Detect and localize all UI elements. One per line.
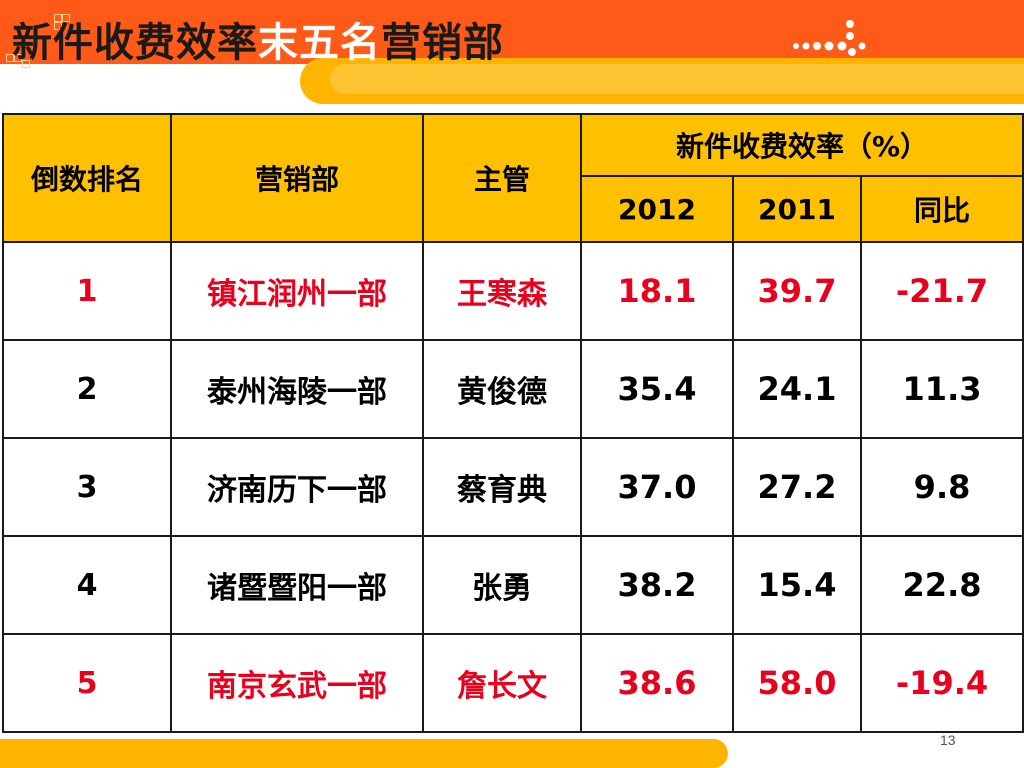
cell-manager: 张勇	[422, 535, 582, 635]
page-title: 新件收费效率末五名营销部	[12, 18, 504, 68]
decorative-squares	[6, 14, 70, 68]
cell-2012: 35.4	[580, 339, 734, 439]
table-row: 3 济南历下一部 蔡育典 37.0 27.2 9.8	[2, 437, 1024, 537]
cell-yoy: 11.3	[859, 339, 1024, 439]
cell-rank: 4	[2, 535, 172, 635]
ranking-table: 倒数排名 营销部 主管 新件收费效率（%） 2012 2011 同比 1 镇江润…	[2, 113, 1024, 733]
header-rank: 倒数排名	[2, 113, 172, 243]
cell-dept: 诸暨暨阳一部	[170, 535, 424, 635]
cell-dept: 镇江润州一部	[170, 241, 424, 341]
cell-dept: 济南历下一部	[170, 437, 424, 537]
cell-dept: 南京玄武一部	[170, 633, 424, 733]
cell-2011: 39.7	[732, 241, 862, 341]
cell-2011: 27.2	[732, 437, 862, 537]
table-row: 4 诸暨暨阳一部 张勇 38.2 15.4 22.8	[2, 535, 1024, 635]
cell-2012: 18.1	[580, 241, 734, 341]
page-number: 13	[940, 732, 956, 748]
cell-2012: 37.0	[580, 437, 734, 537]
cell-yoy: -19.4	[859, 633, 1024, 733]
page-title-highlight: 末五名	[258, 20, 381, 66]
cell-dept: 泰州海陵一部	[170, 339, 424, 439]
cell-2012: 38.2	[580, 535, 734, 635]
header-manager: 主管	[422, 113, 582, 243]
header-2012: 2012	[580, 175, 734, 243]
cell-2012: 38.6	[580, 633, 734, 733]
ranking-table-wrap: 倒数排名 营销部 主管 新件收费效率（%） 2012 2011 同比 1 镇江润…	[2, 113, 1024, 733]
header-efficiency-group: 新件收费效率（%）	[579, 113, 1024, 177]
header-2011: 2011	[732, 175, 862, 243]
cell-yoy: 9.8	[859, 437, 1024, 537]
cell-2011: 15.4	[732, 535, 862, 635]
page-title-prefix: 新件收费效率	[12, 20, 258, 66]
table-row: 5 南京玄武一部 詹长文 38.6 58.0 -19.4	[2, 633, 1024, 733]
cell-manager: 王寒森	[422, 241, 582, 341]
cell-rank: 5	[2, 633, 172, 733]
cell-yoy: 22.8	[859, 535, 1024, 635]
cell-2011: 58.0	[732, 633, 862, 733]
table-row: 2 泰州海陵一部 黄俊德 35.4 24.1 11.3	[2, 339, 1024, 439]
header-yoy: 同比	[859, 175, 1024, 243]
header-swoosh-light	[330, 64, 1024, 94]
cell-manager: 黄俊德	[422, 339, 582, 439]
cell-2011: 24.1	[732, 339, 862, 439]
cell-manager: 蔡育典	[422, 437, 582, 537]
header-band	[0, 0, 1024, 104]
cell-rank: 2	[2, 339, 172, 439]
header-dept: 营销部	[170, 113, 424, 243]
cell-yoy: -21.7	[859, 241, 1024, 341]
page-title-suffix: 营销部	[381, 20, 504, 66]
logo-dots-icon	[793, 20, 866, 56]
footer-bar	[0, 739, 728, 768]
table-row: 1 镇江润州一部 王寒森 18.1 39.7 -21.7	[2, 241, 1024, 341]
cell-rank: 3	[2, 437, 172, 537]
cell-rank: 1	[2, 241, 172, 341]
cell-manager: 詹长文	[422, 633, 582, 733]
